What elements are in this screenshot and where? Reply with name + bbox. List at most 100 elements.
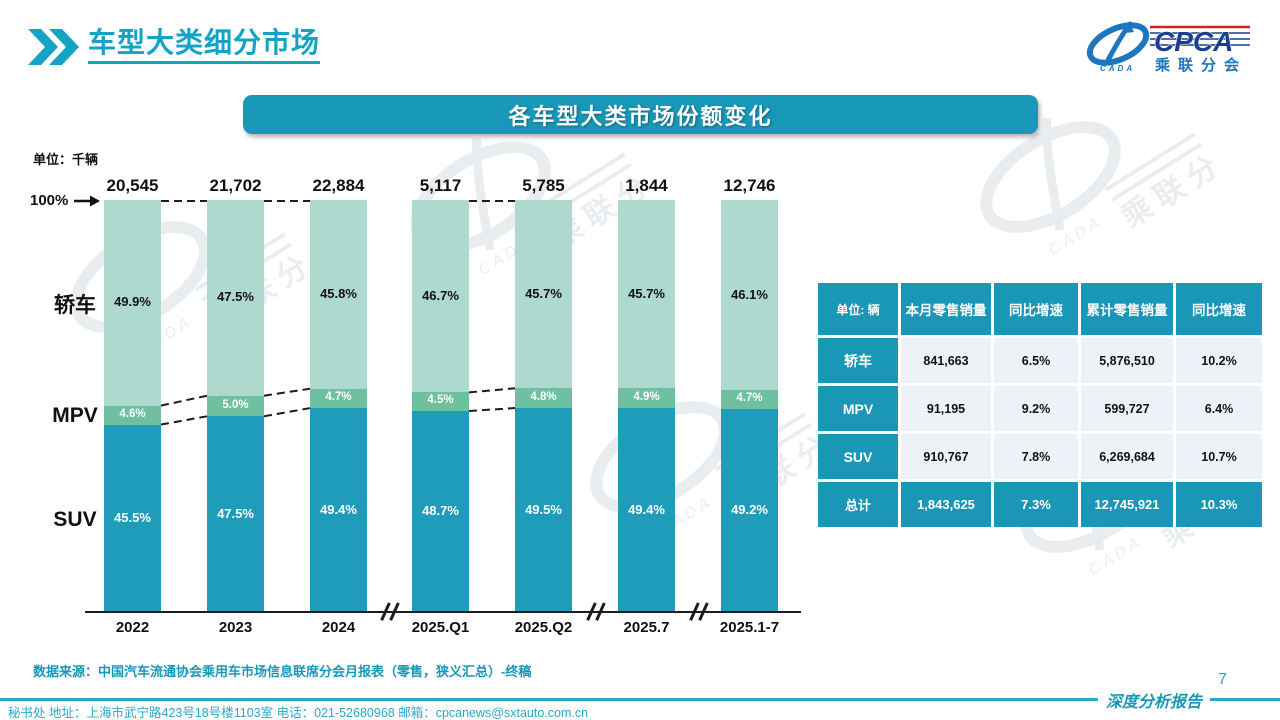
cpca-logo-ellipse [1086, 22, 1150, 66]
table-cell: 91,195 [901, 386, 991, 431]
table-cell: 6.4% [1176, 386, 1262, 431]
page-number: 7 [1218, 671, 1227, 688]
table-cell: 841,663 [901, 338, 991, 383]
segment-value-label: 45.8% [320, 285, 357, 301]
retail-sales-table: 单位: 辆本月零售销量 同比增速 累计零售销量 同比增速 轿车 841,663 6.5% 5,… [818, 283, 1262, 527]
table-column-header: 累计零售销量 [1081, 283, 1173, 335]
data-source-note: 数据来源：中国汽车流通协会乘用车市场信息联席分会月报表（零售，狭义汇总）-终稿 [33, 664, 532, 679]
segment-value-label: 5.0% [222, 398, 249, 411]
segment-value-label: 46.7% [422, 287, 459, 303]
segment-value-label: 49.4% [628, 501, 665, 517]
bar-total-label: 5,117 [419, 176, 462, 195]
x-axis-tick-label: 2025.1-7 [719, 619, 780, 636]
table-cell: 599,727 [1081, 386, 1173, 431]
bar-segment-轿车-2022: 49.9% [104, 200, 161, 406]
bar-total-label: 20,545 [106, 176, 159, 195]
table-total-cell: 1,843,625 [901, 482, 991, 527]
table-row-label-轿车: 轿车 [818, 338, 898, 383]
table-cell: 7.8% [994, 434, 1078, 479]
table-total-cell: 7.3% [994, 482, 1078, 527]
table-unit-header: 单位: 辆 [818, 283, 898, 335]
chart-unit-label: 单位：千辆 [33, 152, 99, 167]
segment-value-label: 45.7% [525, 285, 562, 301]
bar-total-label: 12,746 [723, 176, 776, 195]
bar-segment-MPV-2025.Q2: 4.8% [515, 388, 572, 409]
segment-value-label: 4.9% [633, 390, 660, 403]
table-column-header: 本月零售销量 [901, 283, 991, 335]
bar-segment-MPV-2025.7: 4.9% [618, 388, 675, 409]
bar-segment-SUV-2025.7: 49.4% [618, 408, 675, 612]
svg-text:乘联分会: 乘联分会 [1154, 56, 1247, 74]
table-row-label-MPV: MPV [818, 386, 898, 431]
bar-segment-MPV-2025.Q1: 4.5% [412, 392, 469, 411]
chart-title: 各车型大类市场份额变化 [508, 103, 773, 129]
table-cell: 10.2% [1176, 338, 1262, 383]
segment-value-label: 49.2% [731, 502, 768, 518]
svg-text:CADA: CADA [1100, 64, 1135, 73]
bar-segment-MPV-2024: 4.7% [310, 388, 367, 409]
x-axis-tick-label: 2024 [321, 619, 356, 636]
bar-segment-SUV-2024: 49.4% [310, 408, 367, 612]
bar-segment-轿车-2025.Q2: 45.7% [515, 200, 572, 389]
category-label-SUV: SUV [53, 508, 97, 531]
table-cell: 10.7% [1176, 434, 1262, 479]
bar-segment-SUV-2025.Q2: 49.5% [515, 408, 572, 612]
double-chevron-icon [28, 29, 79, 65]
axis-100pct-label: 100% [30, 192, 101, 209]
bar-segment-SUV-2023: 47.5% [207, 416, 264, 612]
table-cell: 910,767 [901, 434, 991, 479]
footer-divider-line [0, 698, 1280, 701]
segment-value-label: 49.4% [320, 501, 357, 517]
segment-value-label: 46.1% [731, 286, 768, 302]
page-title: 车型大类细分市场 [88, 26, 321, 64]
bar-segment-轿车-2023: 47.5% [207, 200, 264, 396]
segment-value-label: 47.5% [217, 505, 254, 521]
right-arrow-icon [74, 195, 101, 206]
bar-total-label: 5,785 [522, 176, 565, 195]
bar-total-label: 22,884 [312, 176, 365, 195]
segment-value-label: 4.7% [736, 392, 763, 405]
report-type-label: 深度分析报告 [1098, 688, 1211, 712]
table-cell: 6,269,684 [1081, 434, 1173, 479]
table-total-cell: 12,745,921 [1081, 482, 1173, 527]
table-cell: 9.2% [994, 386, 1078, 431]
bar-segment-MPV-2025.1-7: 4.7% [721, 389, 778, 410]
segment-value-label: 45.5% [114, 509, 151, 525]
segment-value-label: 45.7% [628, 285, 665, 301]
bar-segment-MPV-2022: 4.6% [104, 405, 161, 425]
segment-value-label: 4.8% [530, 390, 557, 403]
table-row-label-total: 总计 [818, 482, 898, 527]
svg-text:CPCA: CPCA [1154, 26, 1233, 57]
segment-value-label: 48.7% [422, 503, 459, 518]
x-axis-line [85, 611, 801, 613]
x-axis-tick-label: 2022 [115, 619, 150, 636]
segment-value-label: 4.7% [325, 390, 352, 403]
bar-segment-SUV-2025.1-7: 49.2% [721, 409, 778, 612]
bar-segment-轿车-2025.1-7: 46.1% [721, 200, 778, 390]
segment-value-label: 4.6% [119, 407, 146, 420]
category-label-轿车: 轿车 [54, 294, 96, 317]
bar-total-label: 1,844 [625, 176, 668, 195]
category-label-MPV: MPV [52, 404, 98, 427]
footer-contact-info: 秘书处 地址：上海市武宁路423号18号楼1103室 电话：021-526809… [8, 706, 589, 720]
segment-value-label: 49.5% [525, 501, 562, 517]
bar-segment-轿车-2025.Q1: 46.7% [412, 200, 469, 393]
axis-100pct-text: 100% [30, 192, 69, 209]
bar-segment-轿车-2024: 45.8% [310, 200, 367, 389]
segment-value-label: 49.9% [114, 294, 151, 310]
bar-segment-SUV-2025.Q1: 48.7% [412, 410, 469, 612]
table-total-cell: 10.3% [1176, 482, 1262, 527]
header: 车型大类细分市场 [28, 26, 321, 65]
x-axis-tick-label: 2023 [218, 619, 253, 636]
table-cell: 5,876,510 [1081, 338, 1173, 383]
cpca-logo: CPCA 乘联分会 CADA [1086, 21, 1250, 74]
table-column-header: 同比增速 [1176, 283, 1262, 335]
x-axis-tick-label: 2025.7 [623, 619, 670, 636]
bar-segment-MPV-2023: 5.0% [207, 395, 264, 417]
x-axis-tick-label: 2025.Q2 [514, 619, 573, 636]
segment-value-label: 47.5% [217, 289, 254, 305]
table-row-label-SUV: SUV [818, 434, 898, 479]
table-cell: 6.5% [994, 338, 1078, 383]
